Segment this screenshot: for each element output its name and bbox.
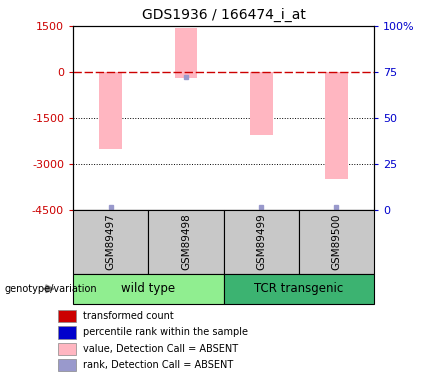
Bar [175, 28, 197, 78]
Title: GDS1936 / 166474_i_at: GDS1936 / 166474_i_at [141, 8, 306, 22]
Bar [99, 72, 122, 149]
Bar [325, 72, 348, 179]
Bar [250, 72, 273, 135]
Bar [58, 310, 76, 322]
Text: value, Detection Call = ABSENT: value, Detection Call = ABSENT [83, 344, 238, 354]
Bar [58, 343, 76, 355]
Bar [73, 274, 224, 304]
Bar [224, 210, 299, 274]
Text: percentile rank within the sample: percentile rank within the sample [83, 327, 248, 338]
Bar [148, 210, 224, 274]
Bar [73, 210, 148, 274]
Text: genotype/variation: genotype/variation [4, 284, 97, 294]
Text: TCR transgenic: TCR transgenic [254, 282, 344, 295]
Text: rank, Detection Call = ABSENT: rank, Detection Call = ABSENT [83, 360, 233, 370]
Text: GSM89499: GSM89499 [256, 213, 266, 270]
Text: wild type: wild type [121, 282, 175, 295]
Bar [224, 274, 374, 304]
Text: GSM89500: GSM89500 [332, 214, 341, 270]
Bar [58, 326, 76, 339]
Bar [58, 359, 76, 371]
Text: transformed count: transformed count [83, 311, 173, 321]
Text: GSM89498: GSM89498 [181, 213, 191, 270]
Bar [299, 210, 374, 274]
Text: GSM89497: GSM89497 [106, 213, 116, 270]
